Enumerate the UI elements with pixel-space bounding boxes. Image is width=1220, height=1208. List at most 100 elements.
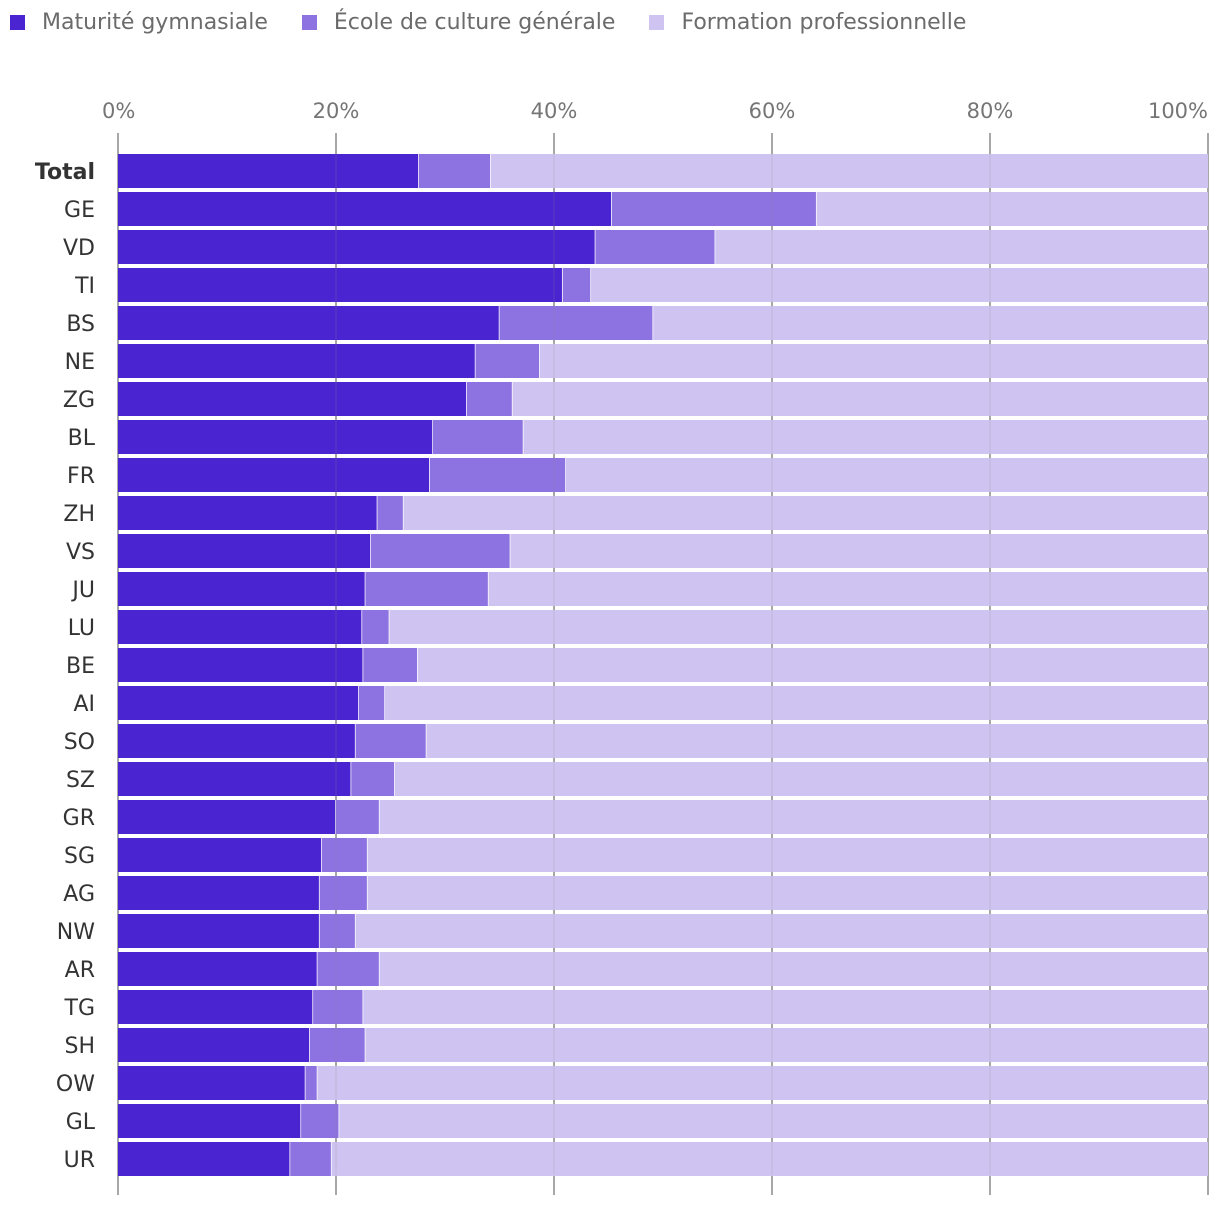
bar-segment <box>313 990 364 1024</box>
bar-segment <box>426 724 1209 758</box>
bar-segment <box>367 838 1208 872</box>
bar-segment <box>365 572 489 606</box>
bar-segment <box>367 876 1208 910</box>
category-label: AI <box>73 692 95 717</box>
legend-item-ecole: École de culture générale <box>301 10 616 35</box>
bar-segment <box>488 572 1209 606</box>
bar-segment <box>377 496 404 530</box>
bar-segment <box>403 496 1209 530</box>
category-label: JU <box>70 578 95 603</box>
bar-segment <box>118 686 359 720</box>
category-label: TI <box>74 274 95 299</box>
bar-segment <box>523 420 1208 454</box>
bar-segment <box>118 648 364 682</box>
category-label: LU <box>68 616 95 641</box>
bar-segment <box>118 192 612 226</box>
bar-segment <box>418 154 491 188</box>
bar-segment <box>118 1028 310 1062</box>
bar-segment <box>118 1142 291 1176</box>
gridlines-overlay <box>335 154 991 1175</box>
category-label: SG <box>64 844 95 869</box>
bar-segment <box>653 306 1208 340</box>
x-tick-label: 0% <box>102 99 135 123</box>
legend-label-maturite: Maturité gymnasiale <box>42 10 268 35</box>
bar-segment <box>319 876 368 910</box>
category-label: TG <box>64 996 96 1021</box>
bar-segment <box>118 762 352 796</box>
legend-item-maturite: Maturité gymnasiale <box>10 10 268 35</box>
bar-segment <box>475 344 540 378</box>
category-label: UR <box>64 1148 95 1173</box>
bar-segment <box>510 534 1208 568</box>
bar-segment <box>118 990 314 1024</box>
bar-segment <box>389 610 1208 644</box>
bar-segment <box>466 382 513 416</box>
category-label: SH <box>64 1034 95 1059</box>
bar-segment <box>379 800 1209 834</box>
bar-segment <box>118 420 434 454</box>
category-label: FR <box>67 464 95 489</box>
bar-segment <box>370 534 511 568</box>
bar-segment <box>715 230 1208 264</box>
chart-legend: Maturité gymnasiale École de culture gén… <box>10 10 1000 35</box>
category-label: SO <box>64 730 95 755</box>
x-tick-label: 60% <box>749 99 796 123</box>
bar-segment <box>118 838 322 872</box>
bars-layer <box>118 154 1209 1176</box>
category-label: NW <box>57 920 95 945</box>
category-label: NE <box>65 350 95 375</box>
bar-segment <box>539 344 1208 378</box>
bar-segment <box>118 230 596 264</box>
bar-segment <box>429 458 566 492</box>
x-tick-label: 80% <box>967 99 1014 123</box>
category-label: GR <box>63 806 95 831</box>
bar-segment <box>816 192 1208 226</box>
bar-segment <box>417 648 1208 682</box>
bar-segment <box>317 952 380 986</box>
bar-segment <box>591 268 1208 302</box>
legend-swatch-formation <box>649 15 665 30</box>
bar-segment <box>365 1028 1208 1062</box>
bar-segment <box>394 762 1208 796</box>
bar-segment <box>336 800 380 834</box>
category-label: VD <box>63 236 95 261</box>
bar-segment <box>118 914 320 948</box>
bar-segment <box>355 914 1208 948</box>
legend-label-ecole: École de culture générale <box>333 10 616 35</box>
bar-segment <box>118 610 363 644</box>
category-label: GL <box>66 1110 96 1135</box>
bar-segment <box>118 382 467 416</box>
bar-segment <box>611 192 817 226</box>
bar-segment <box>358 686 386 720</box>
x-tick-label: 20% <box>313 99 360 123</box>
bar-segment <box>379 952 1209 986</box>
bar-segment <box>351 762 395 796</box>
category-label: BS <box>66 312 95 337</box>
bar-segment <box>309 1028 366 1062</box>
category-label: BE <box>66 654 95 679</box>
bar-segment <box>339 1104 1208 1138</box>
bar-segment <box>565 458 1208 492</box>
bar-segment <box>118 306 500 340</box>
category-label: AG <box>63 882 95 907</box>
category-label: ZG <box>63 388 95 413</box>
bar-segment <box>290 1142 332 1176</box>
bar-segment <box>118 154 419 188</box>
bar-segment <box>385 686 1208 720</box>
bar-segment <box>118 952 318 986</box>
bar-segment <box>305 1066 318 1100</box>
bar-segment <box>562 268 592 302</box>
bar-segment <box>362 610 390 644</box>
bar-segment <box>319 914 356 948</box>
labels-layer: 0% 20% 40% 60% 80% 100% Total GE VD TI BS NE ZG BL FR Z… <box>35 99 1208 1173</box>
bar-segment <box>118 572 366 606</box>
x-tick-label: 100% <box>1148 99 1208 123</box>
legend-swatch-ecole <box>301 15 317 30</box>
bar-segment <box>118 1104 302 1138</box>
category-label: Total <box>35 160 95 185</box>
bar-segment <box>118 344 476 378</box>
bar-segment <box>512 382 1208 416</box>
bar-segment <box>317 1066 1209 1100</box>
category-label: ZH <box>63 502 95 527</box>
x-tick-label: 40% <box>531 99 578 123</box>
